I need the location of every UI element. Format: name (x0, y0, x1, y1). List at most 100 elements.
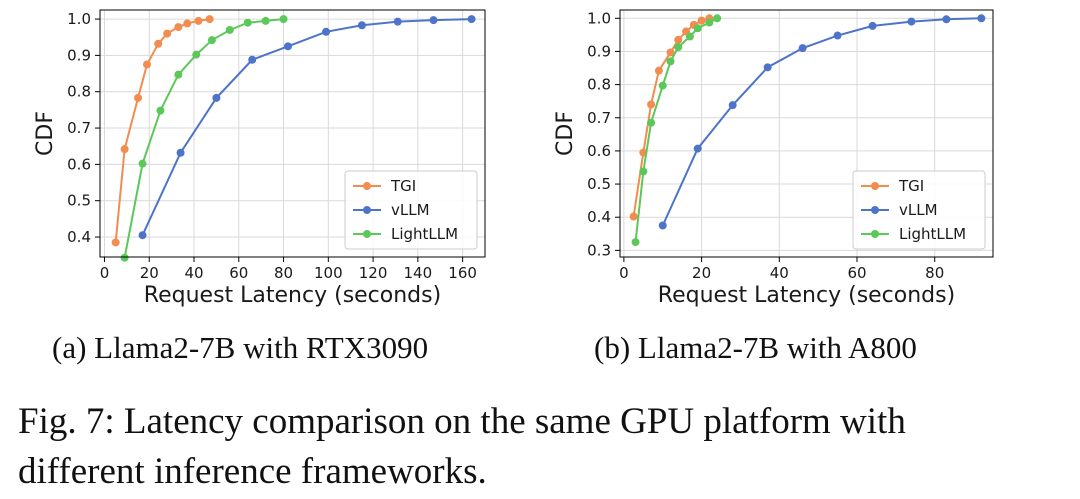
y-tick-label: 0.3 (587, 241, 611, 259)
series-line (123, 18, 284, 258)
grid (620, 10, 993, 257)
data-point (647, 100, 656, 109)
x-tick-label: 100 (314, 264, 343, 282)
data-point (658, 81, 667, 90)
y-tick-label: 0.7 (67, 119, 91, 137)
y-axis-label: CDF (33, 111, 58, 156)
data-point (322, 27, 331, 36)
data-point (666, 48, 675, 57)
data-point (977, 14, 986, 23)
legend-label: vLLM (391, 201, 430, 219)
series-line (114, 18, 210, 243)
legend-swatch-marker (363, 182, 371, 190)
data-point (111, 238, 120, 247)
y-tick-label: 0.5 (67, 192, 91, 210)
data-point (658, 221, 667, 230)
data-point (261, 16, 270, 25)
x-tick-label: 80 (925, 264, 944, 282)
x-tick-label: 0 (619, 264, 629, 282)
series-line (661, 17, 982, 226)
y-tick-label: 0.9 (587, 42, 611, 60)
series-line (634, 17, 718, 243)
y-tick-label: 0.4 (67, 228, 91, 246)
legend-swatch-marker (871, 182, 879, 190)
data-point (154, 39, 163, 48)
y-tick-label: 0.6 (587, 142, 611, 160)
grid (100, 10, 485, 257)
data-point (674, 35, 683, 44)
data-point (156, 106, 165, 115)
data-point (174, 23, 183, 32)
figure-caption-line1: Fig. 7: Latency comparison on the same G… (18, 401, 906, 442)
data-point (138, 159, 147, 168)
series-vllm (138, 15, 476, 240)
data-point (120, 253, 129, 262)
x-axis-label: Request Latency (seconds) (658, 283, 955, 308)
data-point (194, 16, 203, 25)
x-axis-label: Request Latency (seconds) (144, 283, 441, 308)
y-tick-label: 0.5 (587, 175, 611, 193)
x-tick-label: 20 (140, 264, 159, 282)
subcaption-b: (b) Llama2-7B with A800 (594, 330, 917, 365)
data-point (192, 50, 201, 59)
x-tick-label: 0 (100, 264, 110, 282)
data-point (693, 144, 702, 153)
data-point (467, 15, 476, 24)
data-point (942, 15, 951, 24)
data-point (174, 70, 183, 79)
data-point (143, 60, 152, 69)
data-point (693, 24, 702, 33)
data-point (212, 93, 221, 102)
data-point (163, 29, 172, 38)
data-point (666, 57, 675, 66)
series-line (632, 17, 710, 217)
y-tick-label: 1.0 (67, 10, 91, 28)
y-tick-label: 0.6 (67, 155, 91, 173)
x-tick-label: 140 (404, 264, 433, 282)
data-point (674, 43, 683, 52)
legend-swatch-marker (871, 206, 879, 214)
data-point (763, 63, 772, 72)
legend: TGI vLLM LightLLM (344, 170, 478, 250)
y-tick-label: 1.0 (587, 9, 611, 27)
legend-box (344, 170, 478, 250)
y-tick-label: 0.8 (67, 83, 91, 101)
y-axis-label: CDF (553, 111, 578, 156)
data-point (654, 66, 663, 75)
data-point (631, 238, 640, 247)
data-point (243, 18, 252, 27)
x-tick-label: 60 (229, 264, 248, 282)
x-tick-label: 60 (847, 264, 866, 282)
data-point (357, 21, 366, 30)
x-tick-label: 80 (274, 264, 293, 282)
y-tick-label: 0.7 (587, 109, 611, 127)
data-point (393, 17, 402, 26)
plot-frame (619, 9, 994, 258)
data-point (284, 42, 293, 51)
series-tgi (111, 15, 214, 247)
legend-box (852, 170, 986, 250)
legend-swatch-marker (871, 230, 879, 238)
data-point (225, 25, 234, 34)
y-tick-label: 0.8 (587, 76, 611, 94)
data-point (138, 231, 147, 240)
legend-swatch-marker (363, 206, 371, 214)
series-lightllm (120, 15, 288, 262)
legend-label: LightLLM (899, 225, 966, 243)
data-point (713, 14, 722, 23)
legend-swatch-marker (363, 230, 371, 238)
legend-label: vLLM (899, 201, 938, 219)
data-point (176, 148, 185, 157)
legend: TGI vLLM LightLLM (852, 170, 986, 250)
chart-llama2-7b-rtx3090: 0 20 40 60 80 100 120 140 160 0.4 0.5 0.6 0.7 0.8 0.9 1… (33, 9, 486, 308)
data-point (183, 19, 192, 28)
x-tick-label: 40 (770, 264, 789, 282)
x-tick-label: 20 (692, 264, 711, 282)
data-point (685, 32, 694, 41)
legend-label: LightLLM (391, 225, 458, 243)
x-tick-label: 120 (359, 264, 388, 282)
x-tick-label: 40 (184, 264, 203, 282)
data-point (868, 21, 877, 30)
data-point (833, 31, 842, 40)
data-point (705, 18, 714, 27)
